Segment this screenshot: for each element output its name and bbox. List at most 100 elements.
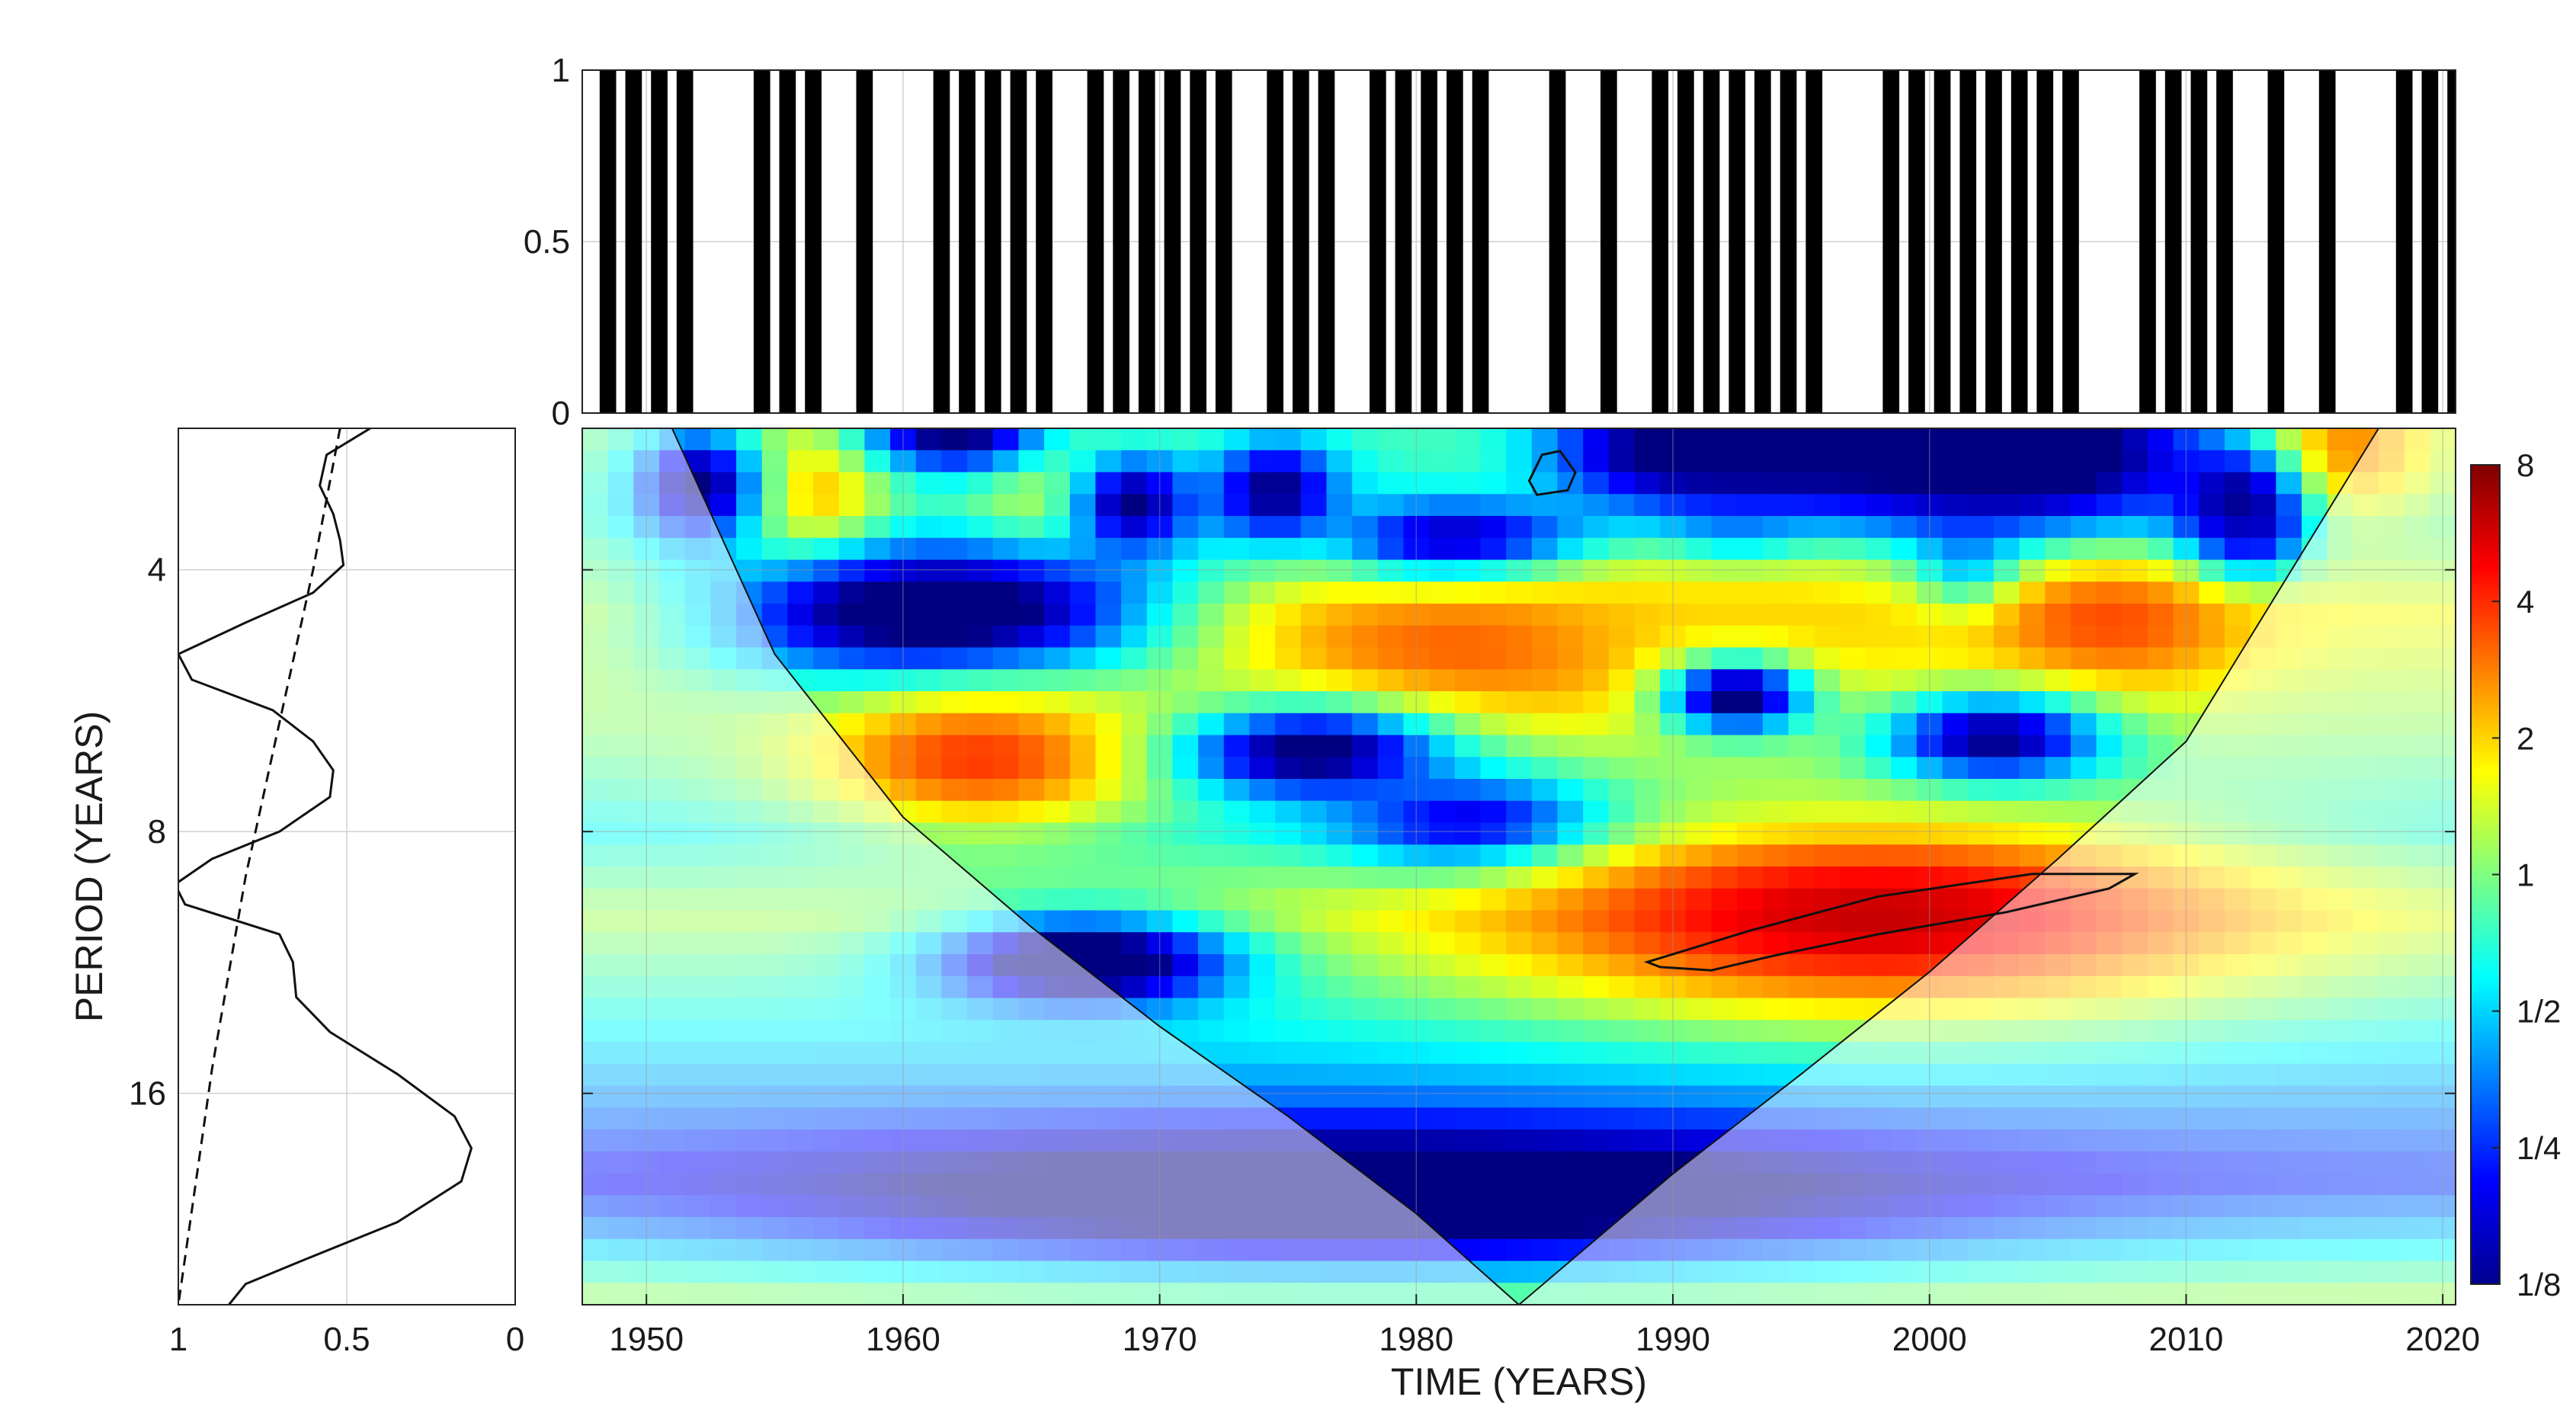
heatmap-cell — [838, 450, 866, 473]
heatmap-cell — [1300, 559, 1328, 583]
heatmap-cell — [1403, 954, 1430, 977]
heatmap-cell — [1454, 713, 1482, 736]
heatmap-cell — [1429, 450, 1456, 473]
heatmap-cell — [890, 516, 917, 539]
heatmap-cell — [1531, 1173, 1559, 1197]
top-bar — [1472, 70, 1489, 413]
heatmap-cell — [1172, 954, 1199, 977]
heatmap-cell — [1300, 910, 1328, 934]
heatmap-cell — [1480, 537, 1507, 561]
top-bar — [959, 70, 976, 413]
heatmap-cell — [1377, 888, 1405, 911]
heatmap-cell — [1993, 735, 2020, 758]
heatmap-cell — [1583, 1085, 1610, 1109]
heatmap-cell — [1557, 691, 1584, 714]
heatmap-cell — [2096, 713, 2123, 736]
heatmap-cell — [941, 735, 968, 758]
heatmap-cell — [1403, 559, 1430, 583]
heatmap-cell — [1121, 779, 1148, 802]
top-panel-frame — [582, 69, 2456, 414]
heatmap-cell — [1454, 1107, 1482, 1130]
heatmap-cell — [2199, 494, 2225, 517]
heatmap-cell — [1839, 581, 1866, 604]
heatmap-cell — [838, 516, 866, 539]
heatmap-cell — [1223, 910, 1251, 934]
heatmap-cell — [1198, 800, 1225, 824]
heatmap-cell — [1403, 516, 1430, 539]
heatmap-cell — [967, 844, 994, 867]
heatmap-cell — [1814, 800, 1841, 824]
heatmap-cell — [2122, 647, 2148, 671]
heatmap-cell — [1275, 867, 1302, 889]
heatmap-cell — [1762, 976, 1789, 999]
heatmap-cell — [1198, 494, 1225, 517]
heatmap-cell — [1249, 625, 1276, 649]
heatmap-cell — [1300, 625, 1328, 649]
heatmap-cell — [1891, 537, 1918, 561]
heatmap-cell — [1146, 647, 1174, 671]
heatmap-cell — [2199, 537, 2225, 561]
heatmap-cell — [1608, 800, 1636, 824]
heatmap-cell — [1429, 1063, 1456, 1087]
gws-y-tick-label: 16 — [129, 1075, 166, 1113]
heatmap-cell — [1249, 604, 1276, 626]
heatmap-cell — [1839, 625, 1866, 649]
heatmap-cell — [915, 537, 943, 561]
heatmap-cell — [1069, 516, 1097, 539]
heatmap-cell — [1993, 472, 2020, 495]
heatmap-cell — [1121, 735, 1148, 758]
colorbar-tick-label: 1 — [2517, 857, 2534, 893]
heatmap-cell — [2019, 779, 2046, 802]
heatmap-cell — [1608, 472, 1636, 495]
heatmap-cell — [864, 625, 891, 649]
heatmap-cell — [1839, 713, 1866, 736]
gws-y-tick-label: 8 — [148, 813, 166, 851]
heatmap-cell — [838, 428, 866, 451]
heatmap-cell — [1685, 472, 1713, 495]
heatmap-cell — [1762, 822, 1789, 846]
heatmap-cell — [1121, 888, 1148, 911]
heatmap-cell — [1223, 1020, 1251, 1043]
heatmap-cell — [1300, 735, 1328, 758]
heatmap-cell — [1583, 735, 1610, 758]
heatmap-cell — [1044, 604, 1071, 626]
heatmap-cell — [1711, 581, 1738, 604]
heatmap-cell — [1300, 494, 1328, 517]
heatmap-cell — [1839, 669, 1866, 692]
heatmap-cell — [1121, 976, 1148, 999]
heatmap-cell — [813, 559, 840, 583]
heatmap-cell — [2045, 537, 2071, 561]
heatmap-cell — [1634, 669, 1661, 692]
heatmap-cell — [1557, 976, 1584, 999]
heatmap-cell — [1916, 581, 1943, 604]
heatmap-cell — [1223, 844, 1251, 867]
heatmap-cell — [1146, 757, 1174, 780]
heatmap-cell — [2070, 669, 2097, 692]
heatmap-cell — [1403, 1020, 1430, 1043]
heatmap-cell — [1249, 954, 1276, 977]
heatmap-cell — [1634, 822, 1661, 846]
heatmap-cell — [1531, 1217, 1559, 1240]
heatmap-cell — [1300, 1020, 1328, 1043]
heatmap-cell — [1608, 757, 1636, 780]
heatmap-cell — [2096, 450, 2123, 473]
heatmap-cell — [1403, 757, 1430, 780]
heatmap-cell — [890, 735, 917, 758]
heatmap-cell — [1737, 625, 1764, 649]
heatmap-cell — [1839, 779, 1866, 802]
heatmap-cell — [1377, 1063, 1405, 1087]
heatmap-cell — [1454, 1085, 1482, 1109]
heatmap-cell — [1531, 537, 1559, 561]
heatmap-cell — [1865, 844, 1892, 867]
heatmap-cell — [2070, 494, 2097, 517]
heatmap-cell — [2276, 472, 2302, 495]
heatmap-cell — [1506, 604, 1533, 626]
colorbar-tick-label: 1/2 — [2517, 994, 2561, 1030]
heatmap-cell — [1377, 822, 1405, 846]
heatmap-cell — [1044, 691, 1071, 714]
heatmap-cell — [761, 559, 789, 583]
heatmap-cell — [1557, 647, 1584, 671]
heatmap-cell — [1198, 757, 1225, 780]
heatmap-cell — [1737, 822, 1764, 846]
heatmap-cell — [1788, 428, 1815, 451]
